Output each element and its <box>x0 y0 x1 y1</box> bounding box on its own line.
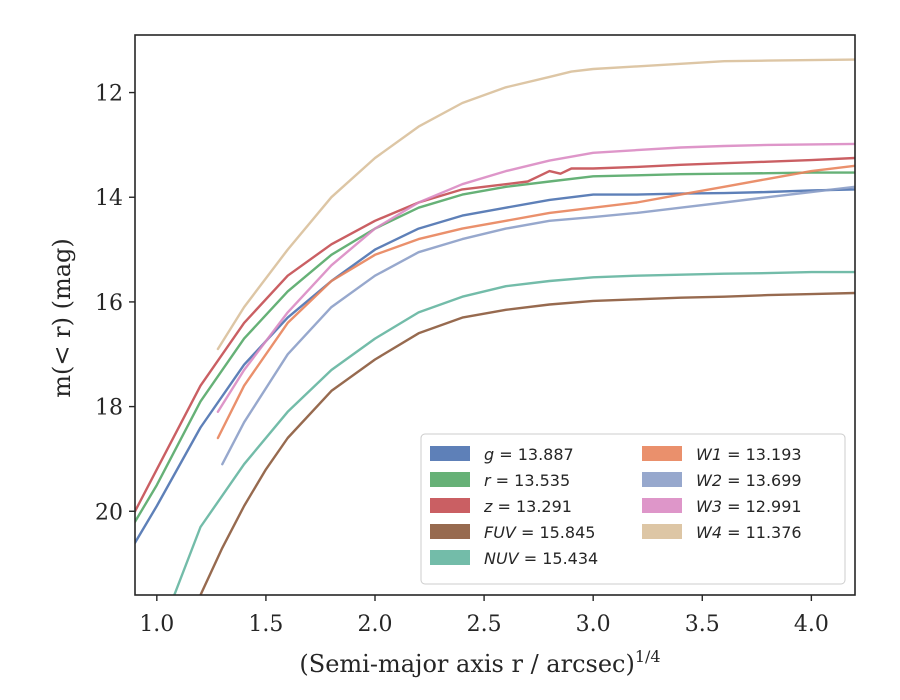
legend-swatch-fuv <box>430 524 470 539</box>
legend-entry-w2: W2 = 13.699 <box>696 471 802 490</box>
x-tick-label: 3.0 <box>576 612 611 637</box>
y-tick-label: 16 <box>95 291 123 316</box>
y-tick-label: 18 <box>95 396 123 421</box>
y-axis: 12 14 16 18 20 <box>95 82 135 525</box>
legend-entry-fuv: FUV = 15.845 <box>484 523 595 542</box>
y-axis-label: m(< r) (mag) <box>48 238 76 397</box>
x-tick-label: 3.5 <box>685 612 720 637</box>
legend-entry-w3: W3 = 12.991 <box>696 497 802 516</box>
legend-swatch-w1 <box>642 446 682 461</box>
x-axis-label-main: (Semi-major axis r / arcsec) <box>299 650 634 678</box>
series-line-r <box>135 171 855 523</box>
legend-swatch-z <box>430 498 470 513</box>
x-axis-label-exponent: 1/4 <box>635 647 661 666</box>
legend-box <box>420 433 846 585</box>
legend-entry-w4: W4 = 11.376 <box>696 523 802 542</box>
legend-swatch-nuv <box>430 550 470 565</box>
legend: g = 13.887 r = 13.535 z = 13.291 FUV = 15.8… <box>420 433 846 585</box>
series-line-w2 <box>221 185 855 466</box>
series-line-w4 <box>216 58 855 351</box>
legend-swatch-w3 <box>642 498 682 513</box>
y-tick-label: 20 <box>95 500 123 525</box>
series-line-w3 <box>216 142 855 413</box>
legend-entry-z: z = 13.291 <box>483 497 572 516</box>
y-tick-label: 14 <box>95 186 123 211</box>
legend-swatch-w4 <box>642 524 682 539</box>
series-line-fuv <box>199 291 855 595</box>
legend-swatch-g <box>430 446 470 461</box>
series-line-z <box>135 156 855 513</box>
series-line-nuv <box>173 270 855 595</box>
series-layer <box>135 58 855 595</box>
x-axis: 1.0 1.5 2.0 2.5 3.0 3.5 4.0 <box>139 595 829 637</box>
series-line-g <box>135 188 855 544</box>
x-tick-label: 1.5 <box>248 612 283 637</box>
legend-swatch-w2 <box>642 472 682 487</box>
legend-entry-r: r = 13.535 <box>484 471 570 490</box>
x-tick-label: 1.0 <box>139 612 174 637</box>
x-tick-label: 4.0 <box>794 612 829 637</box>
plot-frame <box>134 34 856 596</box>
legend-swatch-r <box>430 472 470 487</box>
x-tick-label: 2.5 <box>467 612 502 637</box>
x-axis-label: (Semi-major axis r / arcsec)1/4 <box>299 647 660 678</box>
y-tick-label: 12 <box>95 82 123 107</box>
legend-entry-g: g = 13.887 <box>484 445 574 464</box>
legend-entry-w1: W1 = 13.193 <box>696 445 802 464</box>
legend-entry-nuv: NUV = 15.434 <box>484 549 598 568</box>
series-line-w1 <box>216 164 855 440</box>
x-tick-label: 2.0 <box>358 612 393 637</box>
